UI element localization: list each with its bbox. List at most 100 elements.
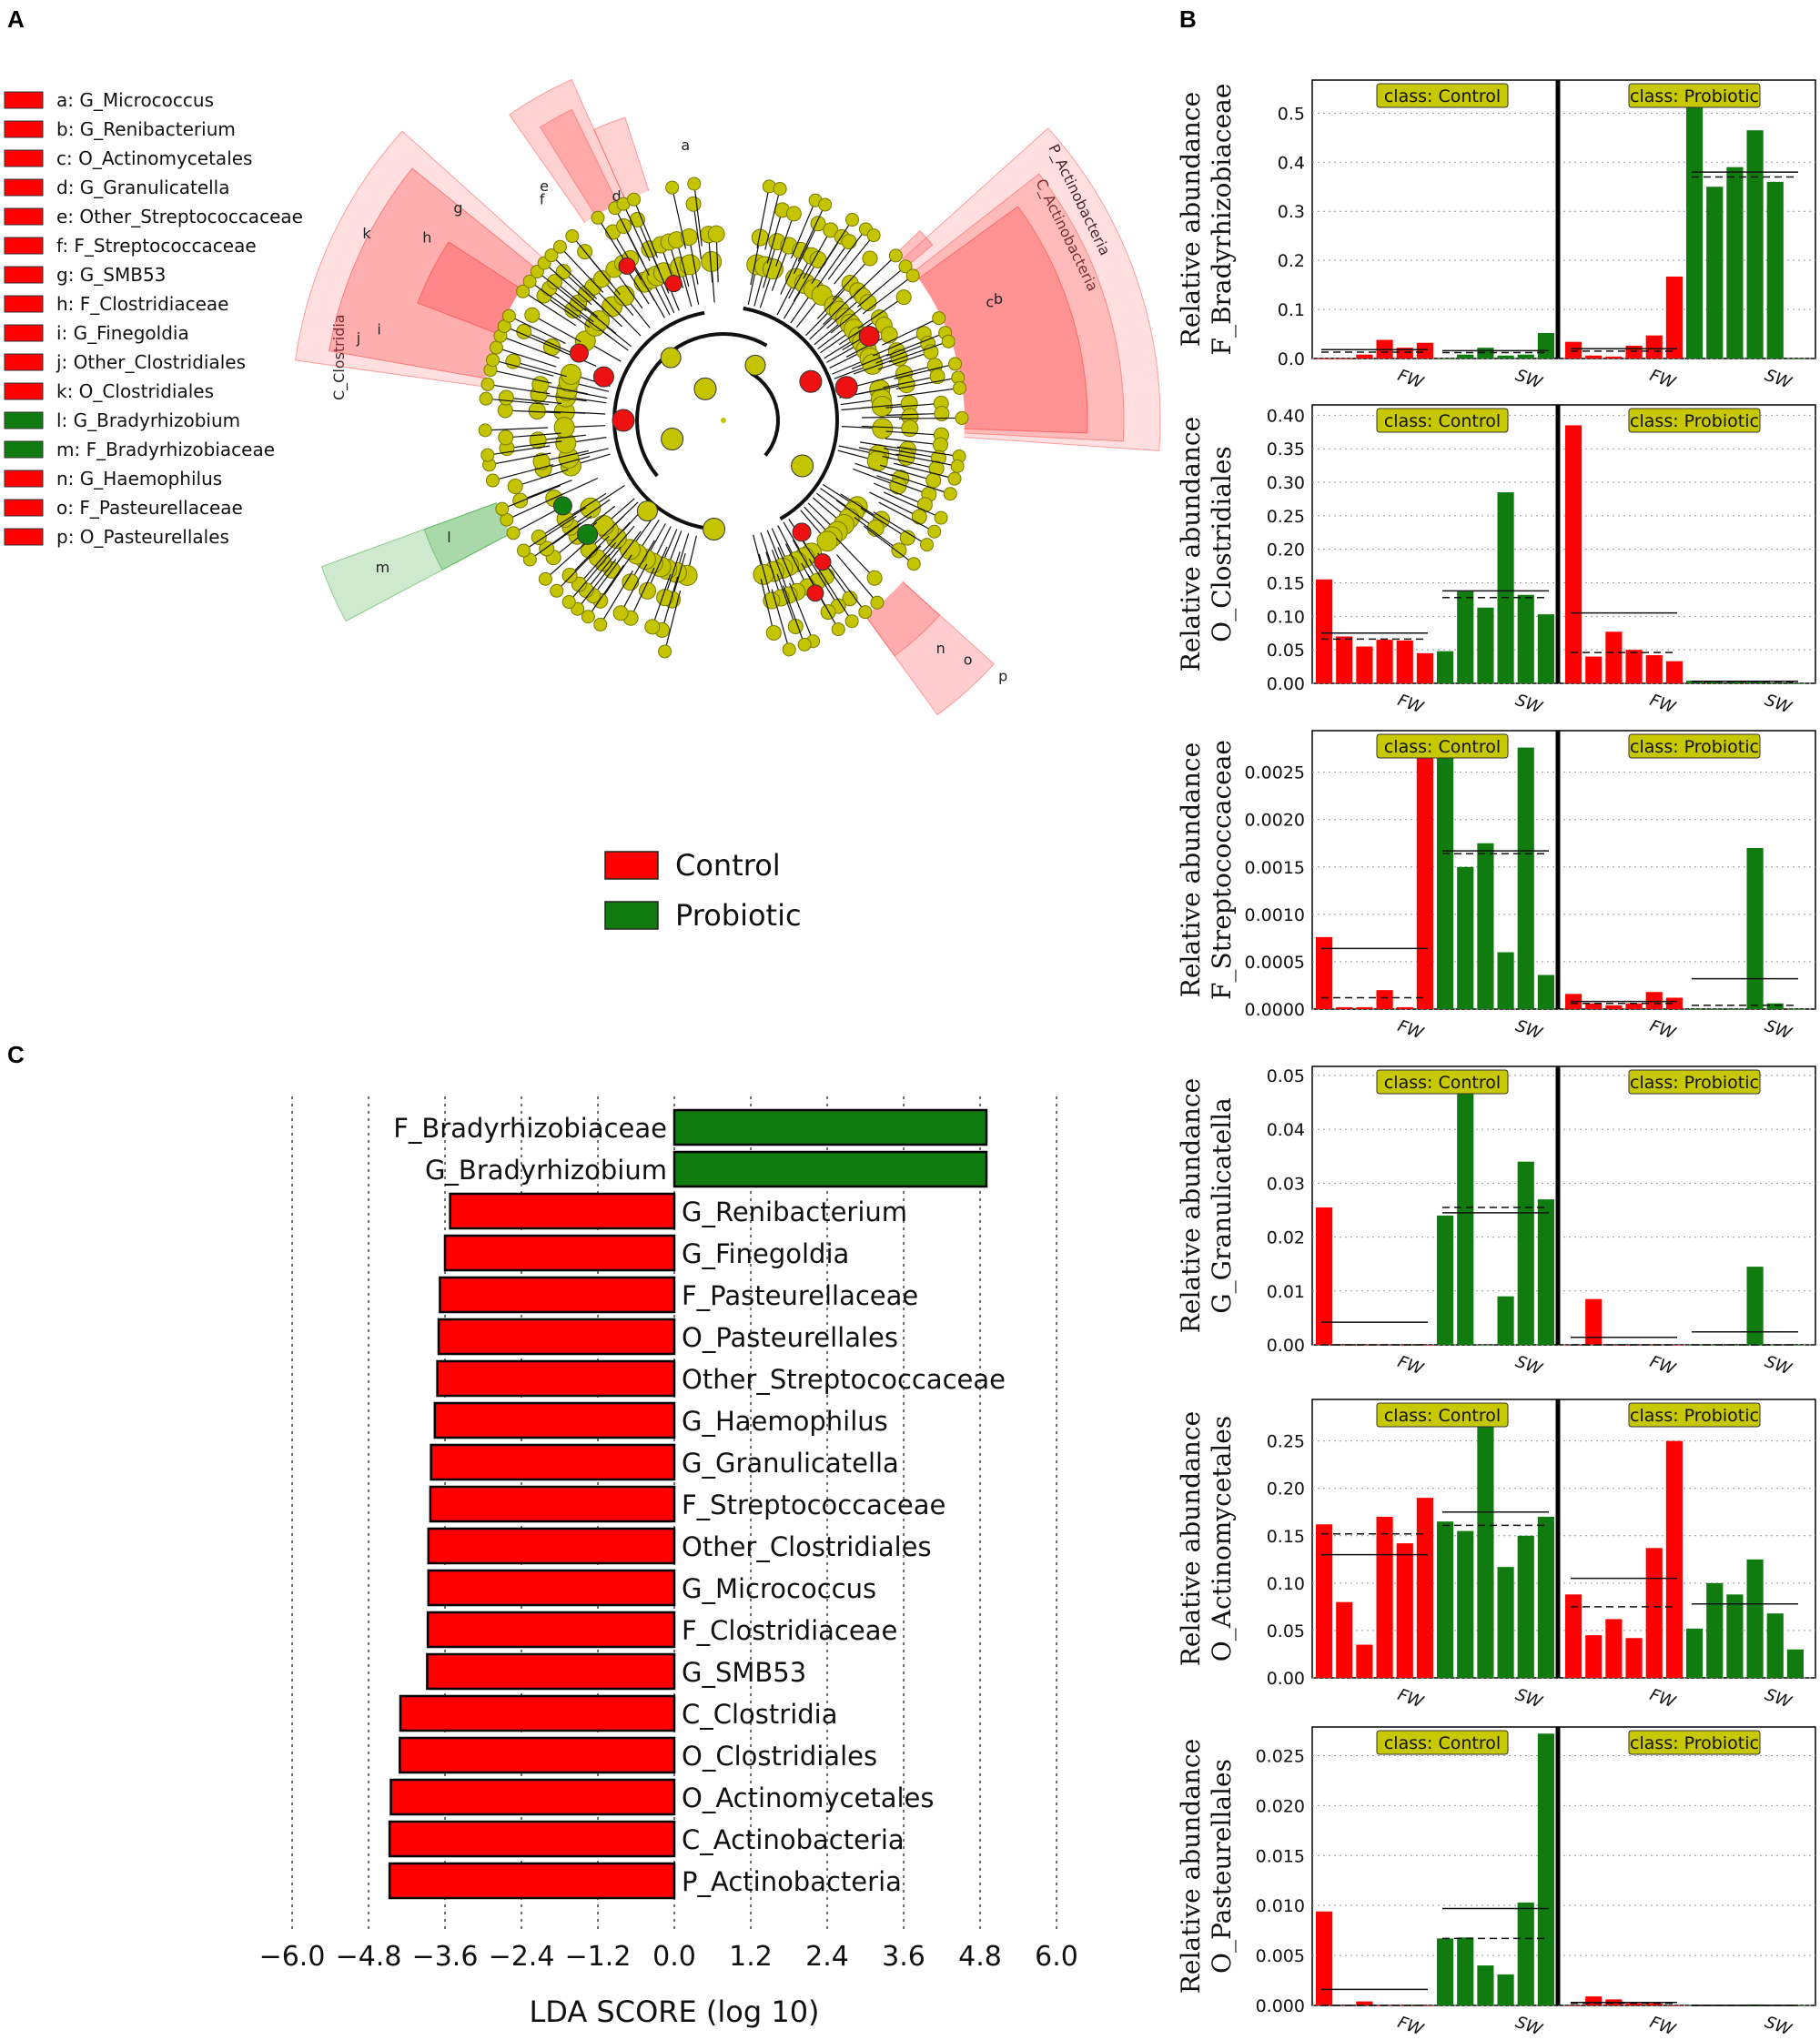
group-tick-label: SW [1513, 2013, 1546, 2040]
cladogram-legend: a: G_Micrococcus b: G_Renibacterium c: O_A… [4, 89, 303, 548]
abundance-bar [1605, 631, 1623, 683]
lda-tick: 6.0 [1035, 1941, 1078, 1973]
clade-letter: c [986, 294, 994, 311]
lda-bar [437, 1318, 676, 1356]
abundance-bar [1336, 1345, 1353, 1346]
class-label: class: Probiotic [1630, 86, 1759, 106]
clade-node [898, 259, 913, 274]
clade-branch [523, 515, 577, 551]
lda-bar-label: G_SMB53 [682, 1657, 806, 1688]
lda-bar [443, 1234, 676, 1272]
group-tick-label: FW [1395, 691, 1427, 718]
clade-branch [854, 517, 900, 551]
abundance-bar [1605, 1345, 1623, 1346]
clade-branch [592, 550, 627, 596]
clade-node [925, 472, 942, 489]
abundance-bar [1416, 1345, 1434, 1346]
clade-branch [486, 398, 549, 406]
class-label-box [1628, 1069, 1761, 1095]
lda-bar [672, 1150, 988, 1188]
clade-branch [875, 342, 928, 364]
abundance-bar [1605, 356, 1623, 359]
clade-arc [635, 332, 768, 478]
clade-branch [775, 213, 794, 267]
legend-swatch [4, 470, 44, 488]
abundance-ylabel-taxon: O_Clostridiales [1207, 446, 1237, 642]
abundance-ylabel: Relative abundance [1176, 92, 1206, 347]
clade-branch [487, 383, 551, 395]
group-tick-label: FW [1647, 1685, 1679, 1712]
clade-node [495, 501, 510, 516]
clade-branch [797, 204, 826, 262]
abundance-ytick: 0.4 [1278, 153, 1305, 173]
legend-swatch [4, 149, 44, 167]
abundance-ytick: 0.00 [1267, 674, 1305, 694]
clade-branch [873, 333, 925, 357]
clade-branch [881, 365, 935, 380]
abundance-frame [1311, 730, 1816, 1010]
abundance-ytick: 0.0010 [1245, 905, 1305, 925]
clade-letter: k [362, 225, 371, 242]
clade-node [841, 234, 857, 250]
clade-node [782, 642, 796, 657]
abundance-bar [1416, 652, 1434, 683]
abundance-bar [1336, 1601, 1353, 1678]
clade-branch [883, 376, 938, 389]
clade-node [550, 583, 564, 598]
clade-node [941, 334, 956, 348]
lda-xlabel: LDA SCORE (log 10) [529, 1995, 819, 2029]
abundance-bar [1356, 1644, 1373, 1678]
abundance-bar [1726, 1594, 1744, 1678]
clade-branch [789, 582, 814, 641]
abundance-bar [1457, 591, 1474, 683]
abundance-bar [1564, 425, 1582, 683]
clade-branch [522, 290, 576, 327]
abundance-bar [1645, 992, 1663, 1009]
clade-node [814, 553, 832, 571]
clade-branch [850, 255, 896, 300]
lda-bar-label: Other_Clostridiales [682, 1531, 932, 1562]
clade-branch [882, 318, 939, 346]
lda-bar [439, 1276, 676, 1314]
clade-branch [506, 492, 564, 520]
class-label-box [1376, 83, 1509, 108]
clade-letter: g [453, 199, 462, 217]
clade-branch [886, 332, 945, 357]
clade-node [929, 369, 945, 385]
legend-label: n: G_Haemophilus [56, 468, 222, 490]
clade-node [870, 595, 885, 610]
clade-node [627, 192, 642, 207]
abundance-ytick: 0.35 [1267, 439, 1305, 460]
clade-branch [863, 525, 915, 565]
lda-bar [388, 1820, 676, 1858]
clade-node [797, 637, 812, 651]
abundance-bar [1477, 1345, 1494, 1346]
group-tick-label: FW [1647, 691, 1679, 718]
abundance-bar [1746, 130, 1764, 359]
abundance-bar [1336, 2005, 1353, 2006]
abundance-ytick: 0.25 [1267, 507, 1305, 527]
abundance-bar [1625, 345, 1643, 359]
clade-branch [760, 579, 774, 633]
abundance-bar [1376, 990, 1393, 1009]
clade-node [489, 340, 503, 355]
clade-branch [500, 335, 560, 359]
clade-node [591, 210, 605, 225]
clade-node [580, 497, 602, 519]
clade-node [555, 264, 571, 280]
abundance-bar [1564, 2005, 1582, 2006]
clade-branch [622, 203, 651, 262]
clade-node [486, 353, 500, 368]
clade-node [528, 402, 546, 420]
clade-node [785, 206, 802, 222]
clade-letter: j [356, 329, 360, 347]
abundance-ylabel-taxon: G_Granulicatella [1207, 1097, 1237, 1314]
clade-branch [834, 235, 875, 285]
abundance-ytick: 0.0025 [1245, 763, 1305, 783]
class-label: class: Probiotic [1630, 1406, 1759, 1426]
abundance-bar [1477, 348, 1494, 359]
clade-node [953, 380, 967, 395]
clade-branch [492, 464, 554, 481]
abundance-bar [1477, 843, 1494, 1009]
abundance-bar [1645, 655, 1663, 683]
